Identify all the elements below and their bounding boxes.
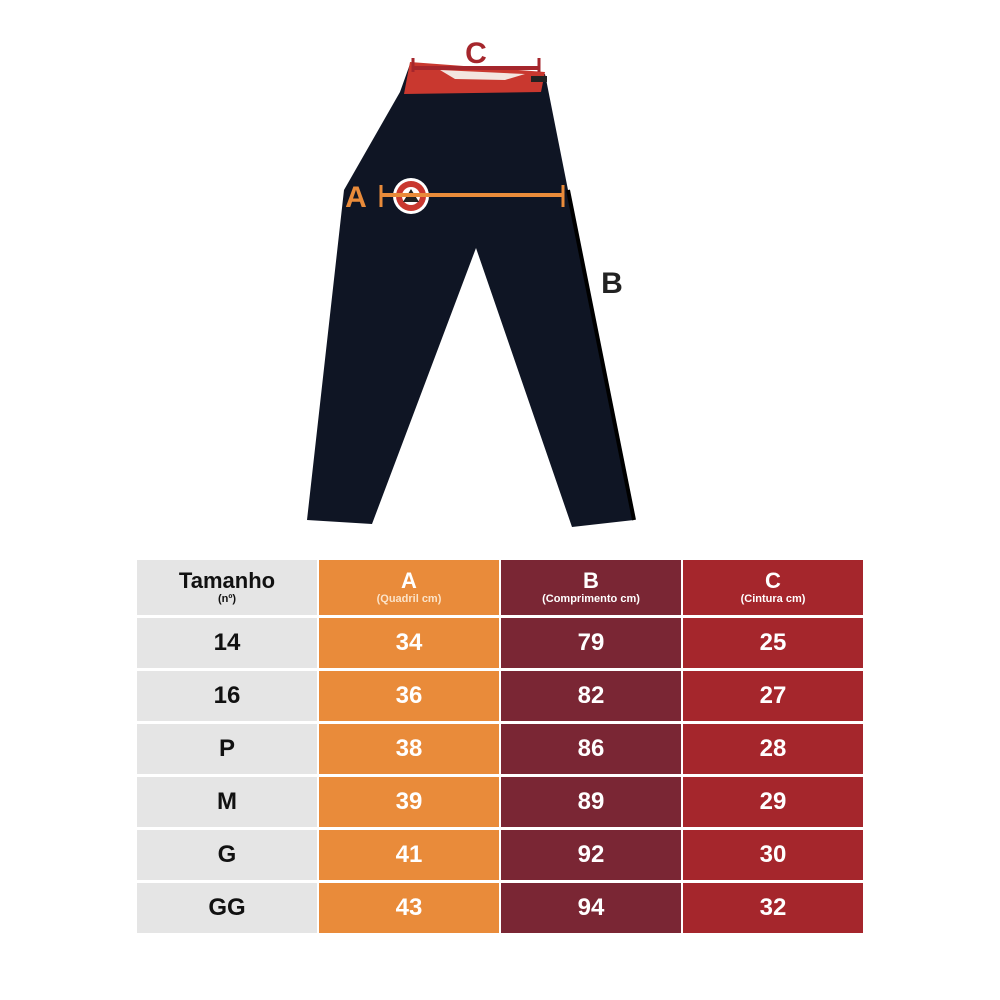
cell-b: 82: [501, 671, 681, 721]
label-a: A: [345, 181, 367, 214]
label-b: B: [601, 267, 623, 300]
header-b: B (Comprimento cm): [501, 560, 681, 615]
cell-b: 94: [501, 883, 681, 933]
cell-size: GG: [137, 883, 317, 933]
cell-c: 30: [683, 830, 863, 880]
header-title: A: [401, 567, 417, 593]
cell-size: 14: [137, 618, 317, 668]
cell-c: 32: [683, 883, 863, 933]
cell-b: 79: [501, 618, 681, 668]
cell-a: 43: [319, 883, 499, 933]
header-title: Tamanho: [178, 567, 276, 593]
cell-a: 36: [319, 671, 499, 721]
header-a: A (Quadril cm): [319, 560, 499, 615]
cell-size: 16: [137, 671, 317, 721]
cell-a: 38: [319, 724, 499, 774]
header-sub: (Quadril cm): [376, 592, 442, 605]
cell-b: 92: [501, 830, 681, 880]
cell-size: M: [137, 777, 317, 827]
cell-c: 25: [683, 618, 863, 668]
header-sub: (nº): [217, 592, 237, 605]
cell-b: 86: [501, 724, 681, 774]
leggings-body: [307, 64, 634, 527]
header-size: Tamanho (nº): [137, 560, 317, 615]
header-c: C (Cintura cm): [683, 560, 863, 615]
leggings-illustration: C A B: [307, 37, 636, 527]
size-table: Tamanho (nº) A (Quadril cm) B (Comprimen…: [137, 560, 863, 933]
cell-c: 29: [683, 777, 863, 827]
header-sub: (Cintura cm): [740, 592, 806, 605]
cell-b: 89: [501, 777, 681, 827]
measure-a: A: [345, 181, 565, 214]
cell-size: G: [137, 830, 317, 880]
cell-size: P: [137, 724, 317, 774]
drawstring-tag: [531, 76, 547, 82]
cell-c: 27: [683, 671, 863, 721]
cell-a: 41: [319, 830, 499, 880]
waistband-inner: [440, 70, 525, 80]
cell-a: 39: [319, 777, 499, 827]
label-c: C: [465, 37, 487, 70]
measure-c: C: [411, 37, 541, 72]
cell-c: 28: [683, 724, 863, 774]
header-sub: (Comprimento cm): [542, 592, 640, 605]
cell-a: 34: [319, 618, 499, 668]
header-title: B: [583, 567, 599, 593]
side-seam: [566, 189, 636, 521]
header-title: C: [765, 567, 781, 593]
